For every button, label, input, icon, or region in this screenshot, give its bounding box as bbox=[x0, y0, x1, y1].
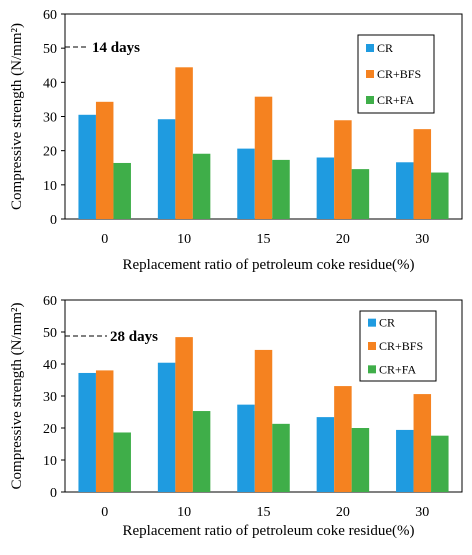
chart1-bar-cr-fa bbox=[351, 169, 370, 219]
chart1-x-tick-label: 30 bbox=[415, 232, 429, 247]
chart1-y-tick-label: 10 bbox=[43, 179, 57, 194]
chart1-bar-cr bbox=[316, 157, 335, 219]
chart2-bar-cr-bfs bbox=[175, 337, 193, 492]
chart2-x-tick-label: 15 bbox=[257, 505, 271, 520]
chart1-annotation: 14 days bbox=[92, 40, 140, 56]
chart2-x-axis-title: Replacement ratio of petroleum coke resi… bbox=[123, 523, 415, 539]
chart1-bar-cr-bfs bbox=[254, 96, 273, 219]
chart1-y-tick-label: 60 bbox=[43, 8, 57, 23]
chart2-bar-cr-bfs bbox=[95, 370, 114, 492]
chart2-legend-swatch bbox=[368, 318, 376, 327]
chart2-y-tick-label: 50 bbox=[43, 326, 57, 341]
chart2-y-tick-label: 60 bbox=[43, 294, 57, 309]
chart2-bar-cr-bfs bbox=[413, 394, 432, 492]
chart2-legend-swatch bbox=[368, 365, 376, 374]
chart2-y-tick-label: 0 bbox=[50, 486, 57, 501]
chart1-y-axis-title: Compressive strength (N/mm²) bbox=[9, 23, 25, 210]
chart2-bar-cr bbox=[396, 429, 414, 492]
chart2-y-tick-label: 40 bbox=[43, 358, 57, 373]
chart2-bar-cr-bfs bbox=[334, 386, 352, 492]
chart2-x-tick-label: 30 bbox=[415, 505, 429, 520]
chart1-bar-cr-fa bbox=[113, 162, 131, 219]
chart1-y-tick-label: 0 bbox=[50, 213, 57, 228]
chart2-bar-cr-fa bbox=[431, 435, 449, 492]
chart2-annotation: 28 days bbox=[110, 329, 158, 345]
chart1-x-axis-title: Replacement ratio of petroleum coke resi… bbox=[123, 257, 415, 273]
chart2-y-tick-label: 10 bbox=[43, 454, 57, 469]
chart1-legend-swatch bbox=[366, 96, 374, 104]
chart1-y-tick-label: 40 bbox=[43, 76, 57, 91]
chart2-bar-cr bbox=[157, 362, 176, 492]
chart1-bar-cr bbox=[78, 114, 96, 219]
chart1-x-tick-label: 10 bbox=[177, 232, 191, 247]
chart1-bar-cr-fa bbox=[431, 172, 449, 219]
chart2-bar-cr-bfs bbox=[254, 349, 273, 492]
chart2-bar-cr bbox=[78, 372, 96, 492]
chart2-x-tick-label: 10 bbox=[177, 505, 191, 520]
chart1-bar-cr bbox=[396, 162, 414, 219]
chart1-bar-cr-bfs bbox=[334, 120, 352, 219]
chart2-y-tick-label: 20 bbox=[43, 422, 57, 437]
chart2-bar-cr-fa bbox=[351, 428, 370, 492]
chart2-legend-label: CR bbox=[379, 316, 395, 330]
chart2-legend-label: CR+FA bbox=[379, 362, 417, 376]
chart2-bar-cr-fa bbox=[192, 411, 211, 492]
chart1-bar-cr-fa bbox=[192, 153, 211, 219]
chart1-legend-swatch bbox=[366, 70, 374, 78]
chart2-bar-cr-fa bbox=[113, 432, 131, 492]
chart1-y-tick-label: 50 bbox=[43, 42, 57, 57]
chart1-x-tick-label: 15 bbox=[257, 232, 271, 247]
chart2-y-axis-title: Compressive strength (N/mm²) bbox=[9, 303, 25, 490]
chart2-y-tick-label: 30 bbox=[43, 390, 57, 405]
chart1-legend-swatch bbox=[366, 44, 374, 52]
chart1-y-tick-label: 30 bbox=[43, 111, 57, 126]
chart2-x-tick-label: 0 bbox=[101, 505, 108, 520]
chart1-legend-label: CR bbox=[377, 41, 393, 55]
chart2-legend-label: CR+BFS bbox=[379, 339, 423, 353]
chart2-legend-swatch bbox=[368, 342, 376, 350]
chart1-bar-cr-bfs bbox=[175, 67, 193, 219]
chart2-x-tick-label: 20 bbox=[336, 505, 350, 520]
chart2-bar-cr-fa bbox=[272, 423, 290, 492]
chart2-bar-cr bbox=[316, 417, 335, 492]
chart1-bar-cr bbox=[237, 148, 255, 219]
chart1-bar-cr-bfs bbox=[413, 129, 432, 219]
chart1-legend-label: CR+FA bbox=[377, 93, 415, 107]
chart1-annotation-background bbox=[89, 39, 144, 57]
chart2-bar-cr bbox=[237, 404, 255, 492]
chart1-x-tick-label: 20 bbox=[336, 232, 350, 247]
chart1-y-tick-label: 20 bbox=[43, 145, 57, 160]
chart1-bar-cr-bfs bbox=[95, 101, 114, 219]
chart1-bar-cr-fa bbox=[272, 159, 290, 219]
chart1-legend-label: CR+BFS bbox=[377, 67, 421, 81]
chart1-bar-cr bbox=[157, 119, 176, 219]
chart2-annotation-background bbox=[107, 328, 162, 346]
chart1-x-tick-label: 0 bbox=[101, 232, 108, 247]
